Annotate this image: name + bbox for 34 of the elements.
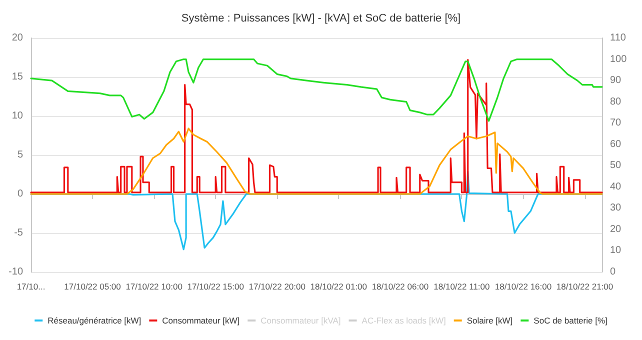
y2-tick-label: 70 xyxy=(610,118,622,129)
x-tick-label: 18/10/22 16:00 xyxy=(494,282,552,292)
y2-tick-label: 20 xyxy=(610,224,622,235)
x-tick-label: 17/10/22 10:00 xyxy=(126,282,183,292)
x-tick-label: 18/10/22 11:00 xyxy=(434,282,490,292)
x-tick-label: 18/10/22 01:00 xyxy=(310,282,368,292)
y2-tick-label: 80 xyxy=(610,96,622,108)
y2-tick-label: 0 xyxy=(610,266,616,278)
x-tick-label: 17/10... xyxy=(16,282,46,292)
legend-label: SoC de batterie [%] xyxy=(534,316,608,326)
y-tick-label: 15 xyxy=(12,72,24,82)
y2-tick-label: 100 xyxy=(610,54,628,65)
y2-tick-label: 60 xyxy=(610,138,622,150)
y-tick-label: 0 xyxy=(17,188,24,200)
x-tick-label: 18/10/22 06:00 xyxy=(372,282,429,292)
chart-title: Système : Puissances [kW] - [kVA] et SoC de batterie [%] xyxy=(181,12,461,24)
y2-tick-label: 90 xyxy=(610,75,622,86)
y2-tick-label: 10 xyxy=(610,245,622,256)
x-tick-label: 17/10/22 20:00 xyxy=(248,282,306,292)
x-tick-label: 17/10/22 05:00 xyxy=(64,282,122,292)
legend-label: Solaire [kW] xyxy=(466,316,513,326)
x-tick-label: 17/10/22 15:00 xyxy=(187,282,244,292)
y-tick-label: -5 xyxy=(14,228,24,238)
y-tick-label: -10 xyxy=(8,266,24,278)
y2-tick-label: 110 xyxy=(610,32,626,44)
y2-tick-label: 50 xyxy=(610,160,622,172)
y-tick-label: 5 xyxy=(17,150,24,160)
y-tick-label: 20 xyxy=(12,32,24,44)
y2-tick-label: 30 xyxy=(610,202,622,214)
y2-tick-label: 40 xyxy=(610,181,622,192)
x-tick-label: 18/10/22 21:00 xyxy=(556,282,614,292)
legend-label: Consommateur [kW] xyxy=(162,316,240,326)
legend-label: Réseau/génératrice [kW] xyxy=(48,316,142,326)
y-tick-label: 10 xyxy=(12,110,24,122)
